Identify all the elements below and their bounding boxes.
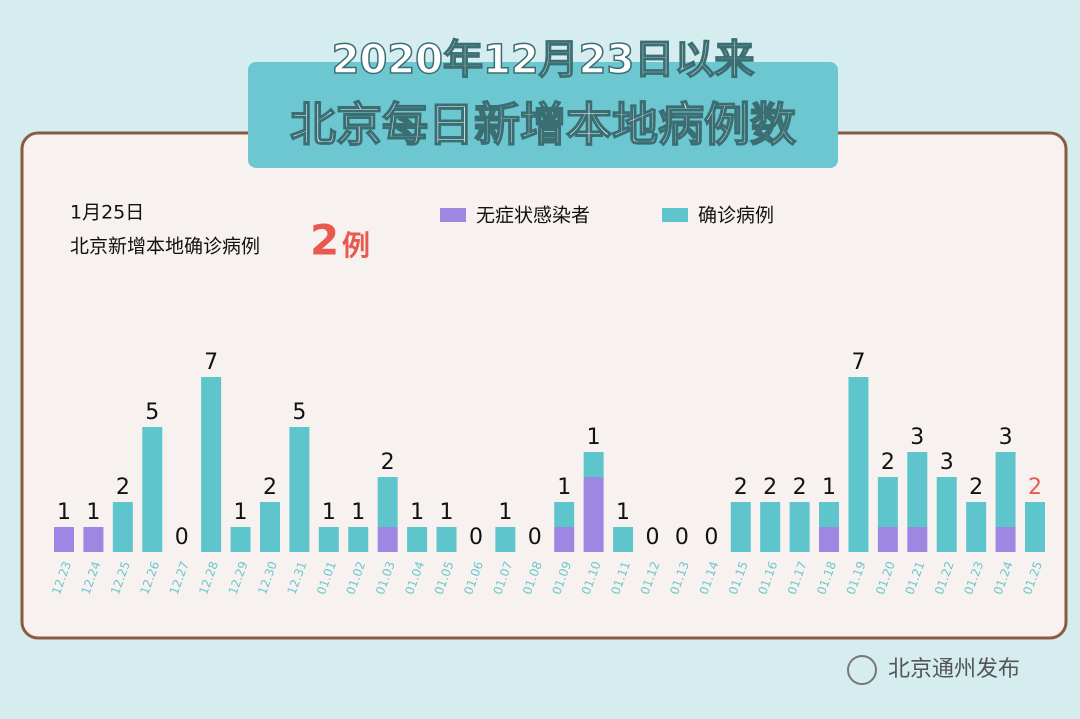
bar-segment [112,502,133,552]
source: 北京通州发布 [888,657,1020,682]
value-label: 2 [116,475,130,500]
bar-segment [848,377,869,552]
bar-segment [819,527,840,552]
bar-segment [436,527,457,552]
value-label: 3 [940,450,954,475]
title-box [248,62,838,168]
value-label: 2 [793,475,807,500]
value-label: 1 [410,500,424,525]
value-label: 1 [57,500,71,525]
value-label: 1 [498,500,512,525]
value-label: 1 [616,500,630,525]
bar-segment [613,527,634,552]
value-label: 1 [234,500,248,525]
value-label: 5 [292,400,306,425]
value-label: 0 [175,525,189,550]
bar-segment [877,477,898,527]
bar-segment [730,502,751,552]
bar-segment [936,477,957,552]
annotation-date: 1月25日 [70,202,144,224]
annotation-text: 北京新增本地确诊病例 [70,236,260,258]
legend-label: 无症状感染者 [476,205,590,227]
bar-segment [495,527,516,552]
value-label: 7 [851,350,865,375]
bar-segment [877,527,898,552]
legend-label: 确诊病例 [698,205,774,227]
bar-segment [201,377,222,552]
bar-segment [407,527,428,552]
annotation-count: 2 [310,216,339,265]
bar-segment [583,477,604,552]
legend-swatch [440,208,466,222]
bar-segment [554,527,575,552]
value-label: 1 [322,500,336,525]
value-label: 2 [969,475,983,500]
bar-segment [318,527,339,552]
value-label: 1 [822,475,836,500]
bar-segment [377,527,398,552]
value-label: 1 [557,475,571,500]
bar-segment [348,527,369,552]
value-label: 3 [999,425,1013,450]
annotation-unit: 例 [342,229,370,262]
value-label: 3 [910,425,924,450]
bar-segment [907,452,928,527]
bar-segment [583,452,604,477]
bar-segment [83,527,104,552]
bar-segment [289,427,310,552]
bar-segment [966,502,987,552]
chart-title: 2020年12月23日以来 [332,37,755,83]
value-label: 2 [734,475,748,500]
value-label: 1 [440,500,454,525]
value-label: 1 [351,500,365,525]
chart-subtitle: 北京每日新增本地病例数 [290,98,796,152]
bar-segment [554,502,575,527]
bar-segment [230,527,251,552]
value-label: 2 [263,475,277,500]
legend-swatch [662,208,688,222]
value-label: 0 [469,525,483,550]
value-label: 0 [645,525,659,550]
bar-segment [789,502,810,552]
bar-segment [377,477,398,527]
value-label: 5 [145,400,159,425]
bar-segment [819,502,840,527]
source-icon [847,655,877,685]
bar-segment [142,427,163,552]
value-label: 1 [86,500,100,525]
bar-segment [760,502,781,552]
bar-segment [1025,502,1045,552]
value-label: 0 [704,525,718,550]
value-label: 2 [1028,475,1042,500]
bar-segment [995,452,1016,527]
value-label: 2 [381,450,395,475]
bar-segment [907,527,928,552]
value-label: 0 [675,525,689,550]
value-label: 2 [763,475,777,500]
value-label: 7 [204,350,218,375]
value-label: 0 [528,525,542,550]
value-label: 2 [881,450,895,475]
bar-segment [259,502,280,552]
bar-segment [995,527,1016,552]
bar-segment [54,527,74,552]
value-label: 1 [587,425,601,450]
